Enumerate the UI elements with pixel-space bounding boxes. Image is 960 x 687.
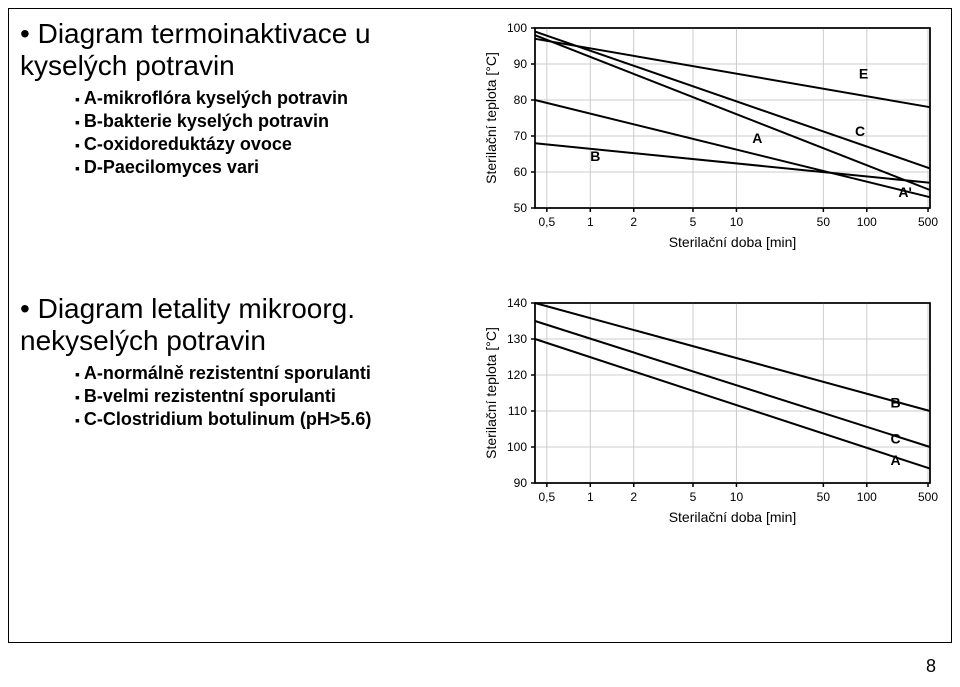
section2-title: Diagram letality mikroorg. nekyselých po… — [20, 293, 480, 357]
svg-text:1: 1 — [587, 215, 594, 229]
svg-text:90: 90 — [514, 476, 528, 490]
svg-text:500: 500 — [918, 215, 938, 229]
svg-text:B: B — [891, 394, 901, 410]
svg-text:B: B — [590, 148, 600, 164]
svg-text:2: 2 — [630, 490, 637, 504]
svg-text:1: 1 — [587, 490, 594, 504]
svg-text:10: 10 — [730, 215, 744, 229]
svg-text:2: 2 — [630, 215, 637, 229]
svg-text:5: 5 — [690, 215, 697, 229]
chart-1: 50 60 70 80 90 100 0,5 1 2 5 10 50 100 500 B A A' C E Steri… — [480, 18, 940, 253]
list-item: C-Clostridium botulinum (pH>5.6) — [75, 409, 480, 430]
svg-text:100: 100 — [507, 21, 527, 35]
svg-text:110: 110 — [508, 404, 527, 418]
svg-text:100: 100 — [507, 440, 527, 454]
svg-text:140: 140 — [507, 296, 527, 310]
svg-text:120: 120 — [507, 368, 527, 382]
svg-text:0,5: 0,5 — [539, 215, 556, 229]
list-item: B-bakterie kyselých potravin — [75, 111, 480, 132]
svg-text:80: 80 — [514, 93, 528, 107]
svg-text:A': A' — [898, 184, 911, 200]
svg-text:100: 100 — [857, 490, 877, 504]
list-item: A-normálně rezistentní sporulanti — [75, 363, 480, 384]
svg-text:50: 50 — [514, 201, 528, 215]
svg-text:Sterilační teplota [°C]: Sterilační teplota [°C] — [483, 52, 499, 184]
svg-text:50: 50 — [817, 490, 831, 504]
svg-text:70: 70 — [514, 129, 528, 143]
svg-text:500: 500 — [918, 490, 938, 504]
svg-text:90: 90 — [514, 57, 528, 71]
svg-text:A: A — [752, 130, 762, 146]
svg-text:E: E — [859, 65, 868, 81]
svg-text:100: 100 — [857, 215, 877, 229]
list-item: C-oxidoreduktázy ovoce — [75, 134, 480, 155]
svg-text:Sterilační teplota [°C]: Sterilační teplota [°C] — [483, 327, 499, 459]
svg-text:A: A — [891, 452, 901, 468]
chart-2: 90 100 110 120 130 140 0,5 1 2 5 10 50 100 500 B CA Ster… — [480, 293, 940, 528]
section1-title: Diagram termoinaktivace u kyselých potra… — [20, 18, 480, 82]
slide-content: Diagram termoinaktivace u kyselých potra… — [20, 18, 940, 528]
list-item: A-mikroflóra kyselých potravin — [75, 88, 480, 109]
section-2: Diagram letality mikroorg. nekyselých po… — [20, 293, 940, 528]
svg-text:10: 10 — [730, 490, 744, 504]
svg-text:60: 60 — [514, 165, 528, 179]
section1-list: A-mikroflóra kyselých potravin B-bakteri… — [75, 88, 480, 178]
svg-text:Sterilační doba [min]: Sterilační doba [min] — [669, 509, 797, 525]
svg-text:Sterilační doba [min]: Sterilační doba [min] — [669, 234, 797, 250]
svg-text:C: C — [891, 430, 901, 446]
list-item: B-velmi rezistentní sporulanti — [75, 386, 480, 407]
section-1: Diagram termoinaktivace u kyselých potra… — [20, 18, 940, 253]
svg-text:C: C — [855, 123, 865, 139]
section2-list: A-normálně rezistentní sporulanti B-velm… — [75, 363, 480, 430]
svg-text:5: 5 — [690, 490, 697, 504]
svg-text:0,5: 0,5 — [539, 490, 556, 504]
page-number: 8 — [926, 656, 936, 677]
svg-text:130: 130 — [507, 332, 527, 346]
svg-text:50: 50 — [817, 215, 831, 229]
list-item: D-Paecilomyces vari — [75, 157, 480, 178]
